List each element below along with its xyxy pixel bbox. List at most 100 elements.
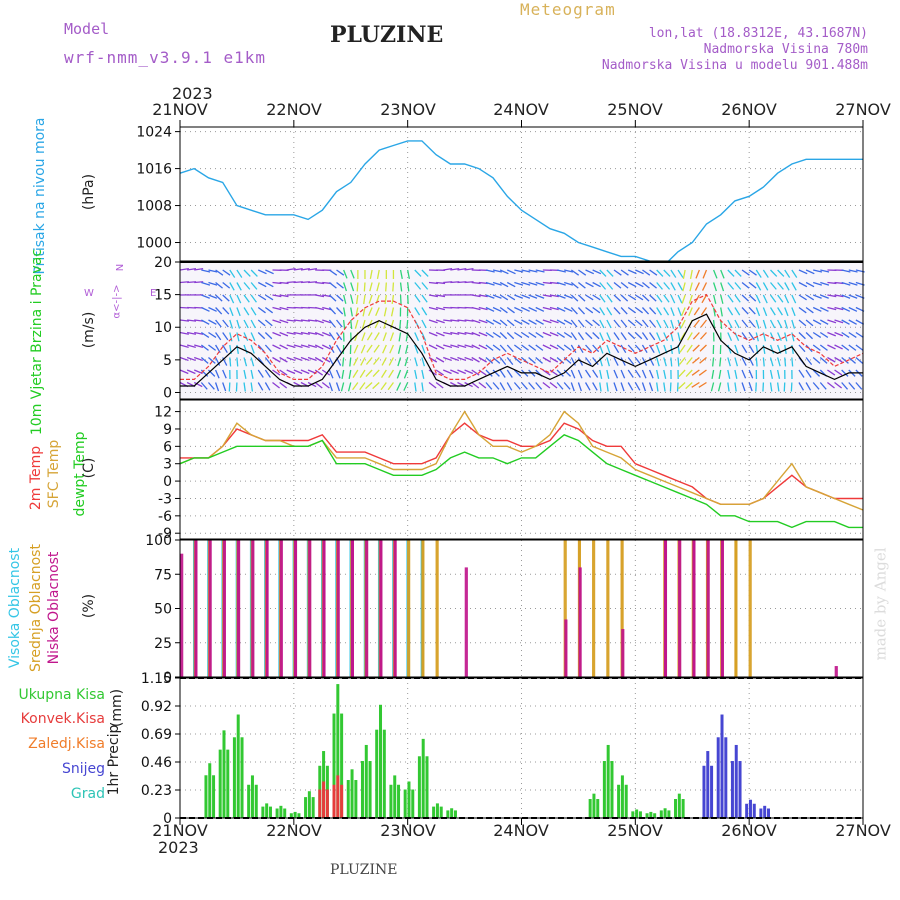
wind-arrow [335, 382, 341, 392]
precip-bar [304, 797, 308, 818]
wind-arrow [812, 319, 822, 325]
wind-arrow [855, 382, 863, 390]
wind-arrow [606, 319, 612, 329]
wind-arrow [805, 319, 814, 327]
precip-bar [389, 784, 393, 818]
wind-arrow [340, 382, 345, 392]
wind-arrow [208, 294, 218, 299]
wind-arrow [570, 369, 576, 379]
wind-arrow [649, 332, 656, 341]
wind-arrow [265, 294, 274, 301]
wind-arrow [307, 344, 317, 348]
wind-arrow [734, 369, 738, 379]
wind-arrow [506, 382, 513, 391]
wind-arrow [677, 282, 683, 291]
wind-arrow [585, 332, 593, 340]
wind-arrow [827, 294, 837, 298]
wind-arrow [585, 269, 595, 275]
wind-arrow [307, 331, 318, 335]
wind-arrow [208, 357, 216, 364]
wind-arrow [279, 306, 289, 311]
wind-arrow [585, 319, 593, 327]
wind-arrow [812, 357, 821, 364]
wind-arrow [335, 369, 341, 379]
wind-arrow [506, 319, 515, 327]
wind-arrow [577, 382, 582, 392]
wind-arrow [348, 369, 352, 379]
wind-arrow [634, 332, 643, 340]
precip-bar [307, 791, 311, 818]
wind-arrow [528, 281, 538, 286]
wind-arrow [585, 306, 594, 314]
location-title: PLUZINE [330, 22, 444, 48]
wind-arrow [685, 382, 693, 390]
ytick-label: 9 [163, 422, 172, 438]
wind-arrow [186, 356, 196, 362]
wind-arrow [207, 369, 216, 377]
wind-arrow [798, 369, 805, 378]
precip-bar [375, 729, 379, 818]
wind-arrow [748, 269, 757, 276]
wind-arrow [229, 319, 234, 329]
wind-arrow [805, 306, 814, 314]
wind-arrow [414, 382, 417, 392]
wind-arrow [812, 369, 821, 377]
top-year-label: 2023 [172, 84, 213, 103]
wind-arrow [414, 357, 418, 367]
wind-arrow [279, 294, 289, 298]
wind-arrow [222, 281, 231, 289]
wind-arrow [322, 294, 332, 298]
wind-arrow [236, 294, 242, 304]
wind-arrow [243, 344, 248, 354]
wind-arrow [499, 306, 508, 314]
wind-arrow [353, 357, 359, 366]
wind-arrow [179, 319, 190, 322]
wind-arrow [784, 269, 791, 278]
wind-arrow [712, 282, 717, 292]
wind-arrow [834, 381, 843, 389]
wind-arrow [428, 344, 438, 350]
wind-arrow [556, 357, 565, 364]
wind-arrow [819, 344, 828, 351]
wind-arrow [514, 306, 523, 312]
wind-arrow [727, 269, 735, 277]
wind-arrow [399, 282, 403, 292]
wind-arrow [563, 319, 573, 325]
wind-arrow [215, 269, 224, 276]
wind-arrow [834, 356, 843, 363]
wind-arrow [428, 381, 437, 389]
wind-arrow [670, 269, 677, 278]
wind-arrow [478, 294, 488, 298]
wind-arrow [286, 369, 296, 375]
wind-arrow [820, 306, 829, 312]
wind-arrow [250, 294, 257, 303]
wind-arrow [855, 357, 864, 364]
precip-bar [759, 808, 763, 818]
wind-arrow [376, 282, 380, 292]
wind-arrow [272, 294, 282, 298]
wind-arrow [841, 344, 850, 351]
wind-arrow [599, 282, 607, 290]
wind-arrow [428, 319, 438, 324]
wind-arrow [627, 269, 637, 275]
precip-bar [379, 704, 383, 818]
wind-arrow [382, 332, 387, 342]
wind-arrow [521, 294, 531, 299]
wind-arrow [514, 281, 524, 286]
wind-arrow [382, 344, 387, 354]
wind-arrow [688, 307, 693, 317]
wind-arrow [570, 294, 579, 302]
wind-arrow [215, 294, 223, 302]
wind-arrow [499, 357, 507, 365]
wind-arrow [712, 294, 717, 304]
wind-arrow [848, 281, 858, 286]
wind-arrow [592, 332, 600, 340]
wind-arrow [349, 357, 352, 367]
wind-arrow [627, 294, 637, 301]
precip-bar [752, 803, 756, 818]
panel-0: 1000 1008 1016 1024 [136, 125, 864, 267]
wind-arrow [286, 267, 296, 271]
wind-arrow [805, 382, 812, 391]
wind-arrow [471, 319, 481, 324]
bottom-day-label: 23NOV [380, 821, 436, 840]
